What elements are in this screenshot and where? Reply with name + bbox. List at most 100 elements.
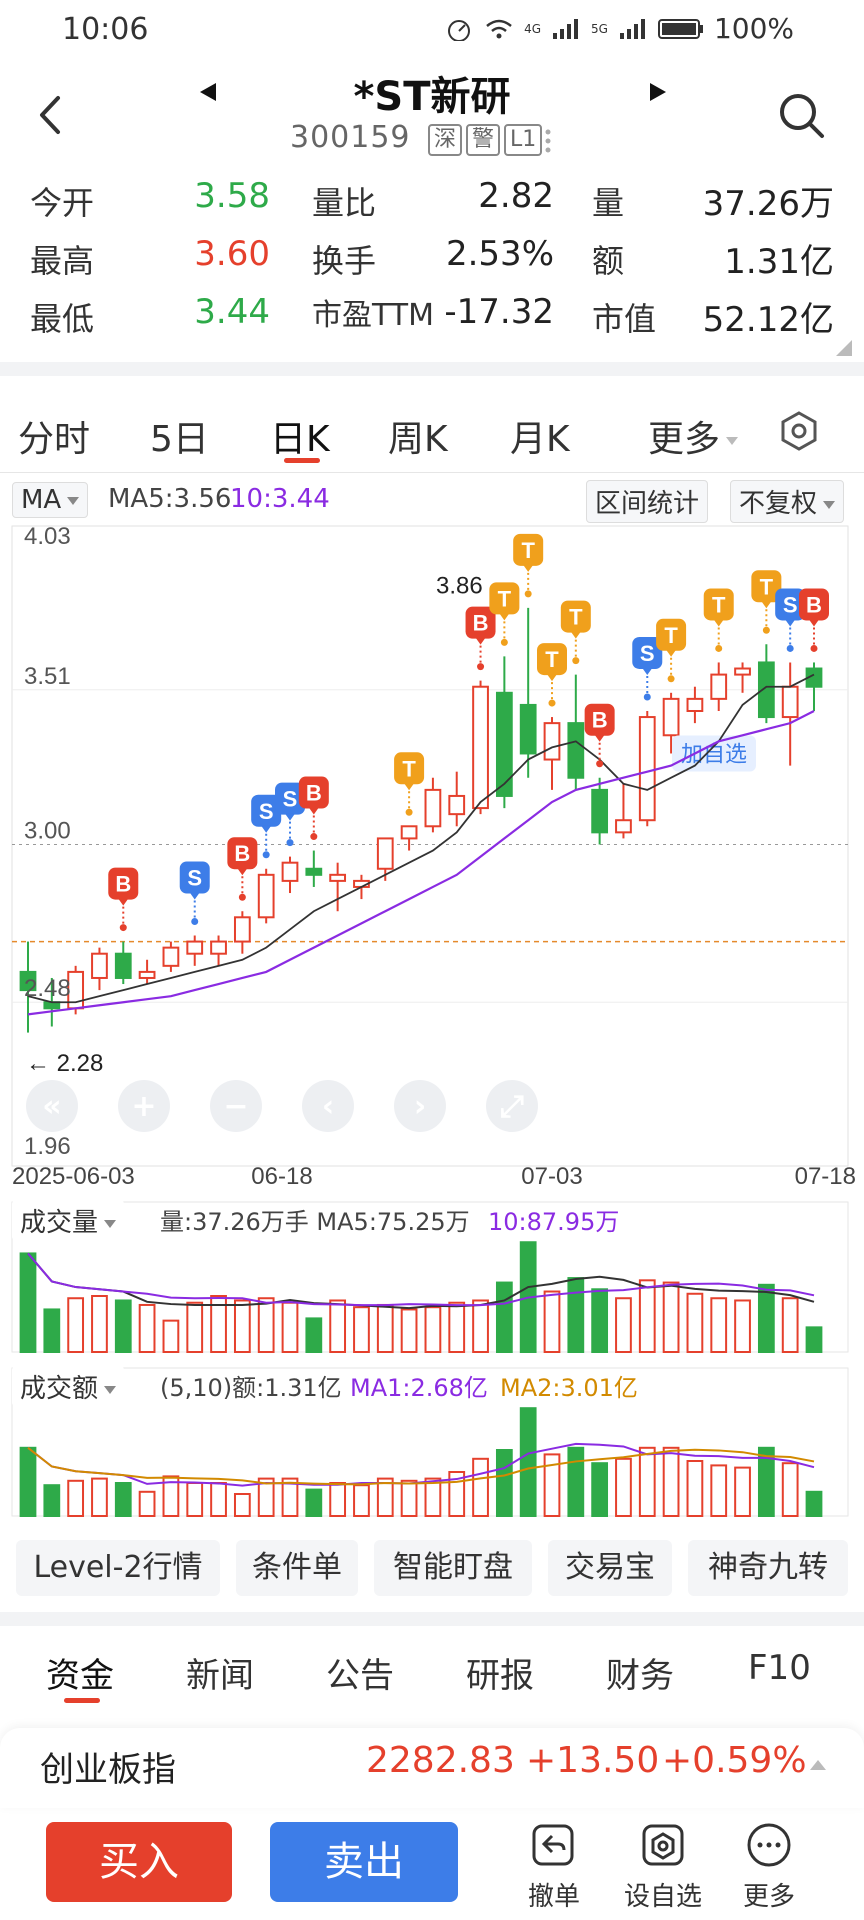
wifi-icon	[486, 19, 512, 38]
volume-indicator-select[interactable]: 成交量	[12, 1200, 125, 1241]
zoom-out-icon[interactable]: −	[210, 1080, 262, 1132]
candle-body	[424, 788, 442, 828]
back-icon[interactable]	[30, 90, 70, 140]
prev-stock-icon[interactable]	[196, 80, 220, 104]
candle-body	[757, 661, 775, 719]
stock-code: 300159	[290, 120, 411, 155]
more-icon[interactable]	[744, 1820, 794, 1870]
tab-announcements[interactable]: 公告	[326, 1656, 394, 1696]
signal-pointer	[523, 564, 534, 572]
more-label[interactable]: 更多	[742, 1882, 795, 1912]
amount-bar	[781, 1462, 799, 1518]
amount-bar	[805, 1490, 823, 1517]
amount-bar	[495, 1449, 513, 1517]
signal-badge	[251, 794, 282, 827]
search-icon[interactable]	[776, 90, 826, 140]
signal-dot	[286, 839, 294, 847]
signal-badge	[751, 570, 782, 603]
amount-bar	[114, 1482, 132, 1517]
quote-value: 2.53%	[445, 234, 554, 274]
candle-body	[281, 861, 299, 882]
candle-body	[114, 952, 132, 979]
market-tag: 深	[428, 124, 463, 156]
amount-bar	[734, 1466, 751, 1517]
interval-stats-button[interactable]: 区间统计	[586, 480, 709, 523]
cancel-order-label[interactable]: 撤单	[527, 1882, 580, 1912]
quote-value: 1.31亿	[724, 242, 834, 282]
signal-pointer	[594, 734, 605, 742]
quote-value: 3.58	[194, 176, 270, 216]
signal-dot	[667, 675, 675, 683]
signal-dot	[477, 663, 485, 671]
level2-button[interactable]: Level-2行情	[16, 1540, 220, 1596]
tab-research[interactable]: 研报	[466, 1656, 534, 1696]
add-watchlist-label[interactable]: 设自选	[623, 1882, 702, 1912]
more-dots-icon[interactable]	[544, 128, 552, 154]
signal-pointer	[308, 807, 319, 815]
next-stock-icon[interactable]	[646, 80, 670, 104]
tab-monthly-k[interactable]: 月K	[510, 419, 570, 460]
quote-label: 市盈TTM	[312, 298, 435, 333]
battery-icon	[657, 18, 703, 39]
candle-body	[186, 940, 204, 955]
buy-button[interactable]: 买入	[46, 1822, 232, 1902]
settings-hexagon-icon[interactable]	[778, 410, 820, 452]
tab-5day[interactable]: 5日	[150, 419, 209, 460]
cancel-order-icon[interactable]	[528, 1820, 578, 1870]
tab-weekly-k[interactable]: 周K	[388, 419, 448, 460]
signal-pointer	[499, 613, 510, 621]
next-icon[interactable]: ›	[394, 1080, 446, 1132]
candle-body	[162, 946, 180, 967]
signal-label: T	[664, 623, 678, 648]
volume-bar	[543, 1290, 561, 1354]
tab-news[interactable]: 新闻	[186, 1656, 254, 1696]
volume-bar	[281, 1301, 299, 1353]
status-bar: 10:06 4G 5G 100%	[0, 0, 864, 60]
rewind-icon[interactable]: «	[26, 1080, 78, 1132]
signal-pointer	[761, 601, 772, 609]
tab-intraday[interactable]: 分时	[18, 419, 91, 460]
candle-body	[257, 873, 275, 919]
signal-icon	[619, 18, 645, 39]
fullscreen-icon[interactable]: ⤢	[486, 1080, 538, 1132]
amount-indicator-select[interactable]: 成交额	[12, 1366, 125, 1407]
index-ticker-bar[interactable]	[0, 1728, 864, 1808]
candle-body	[448, 794, 466, 816]
condition-order-button[interactable]: 条件单	[236, 1540, 358, 1596]
expand-corner-icon[interactable]	[836, 340, 852, 356]
smart-watch-button[interactable]: 智能盯盘	[374, 1540, 532, 1596]
adjust-select[interactable]: 不复权	[730, 480, 845, 523]
control-circle	[394, 1080, 446, 1132]
signal-pointer	[404, 783, 415, 791]
volume-ma10: 10:87.95万	[488, 1208, 620, 1236]
signal-dot	[715, 644, 723, 652]
quote-value: -17.32	[444, 292, 554, 332]
prev-icon[interactable]: ‹	[302, 1080, 354, 1132]
control-circle	[118, 1080, 170, 1132]
tab-more[interactable]: 更多	[648, 410, 739, 462]
tab-f10[interactable]: F10	[748, 1648, 811, 1688]
quote-value: 3.44	[194, 292, 270, 332]
index-change-pct: +0.59%	[662, 1740, 807, 1781]
amount-bar	[353, 1484, 370, 1518]
candle-body	[662, 697, 680, 737]
section-divider	[0, 1612, 864, 1626]
indicator-select[interactable]: MA	[12, 482, 89, 518]
candle-body	[519, 703, 537, 755]
zoom-in-icon[interactable]: +	[118, 1080, 170, 1132]
quote-label: 市值	[592, 300, 657, 338]
amount-bar	[257, 1477, 275, 1517]
signal-pointer	[285, 813, 295, 821]
volume-bar	[162, 1319, 180, 1354]
signal-label: B	[115, 872, 131, 897]
tab-funds[interactable]: 资金	[46, 1656, 114, 1696]
magic-nine-button[interactable]: 神奇九转	[688, 1540, 848, 1596]
tab-daily-k[interactable]: 日K	[270, 419, 330, 460]
chevron-up-icon[interactable]	[808, 1758, 828, 1772]
add-watchlist-icon[interactable]	[638, 1820, 688, 1870]
tab-finance[interactable]: 财务	[606, 1656, 674, 1696]
amount-bar	[400, 1479, 418, 1517]
trade-treasure-button[interactable]: 交易宝	[548, 1540, 672, 1596]
sell-button[interactable]: 卖出	[270, 1822, 458, 1902]
